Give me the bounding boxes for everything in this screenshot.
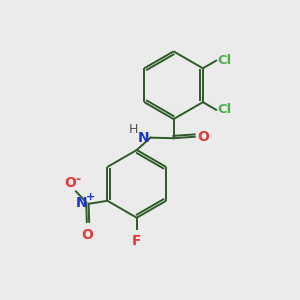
Text: N: N: [137, 130, 149, 145]
Text: Cl: Cl: [218, 54, 232, 67]
Text: -: -: [76, 172, 81, 185]
Text: O: O: [64, 176, 76, 190]
Text: Cl: Cl: [218, 103, 232, 116]
Text: N: N: [76, 196, 88, 210]
Text: +: +: [86, 192, 96, 202]
Text: F: F: [132, 234, 142, 248]
Text: O: O: [81, 229, 93, 242]
Text: O: O: [197, 130, 209, 144]
Text: H: H: [129, 123, 138, 136]
